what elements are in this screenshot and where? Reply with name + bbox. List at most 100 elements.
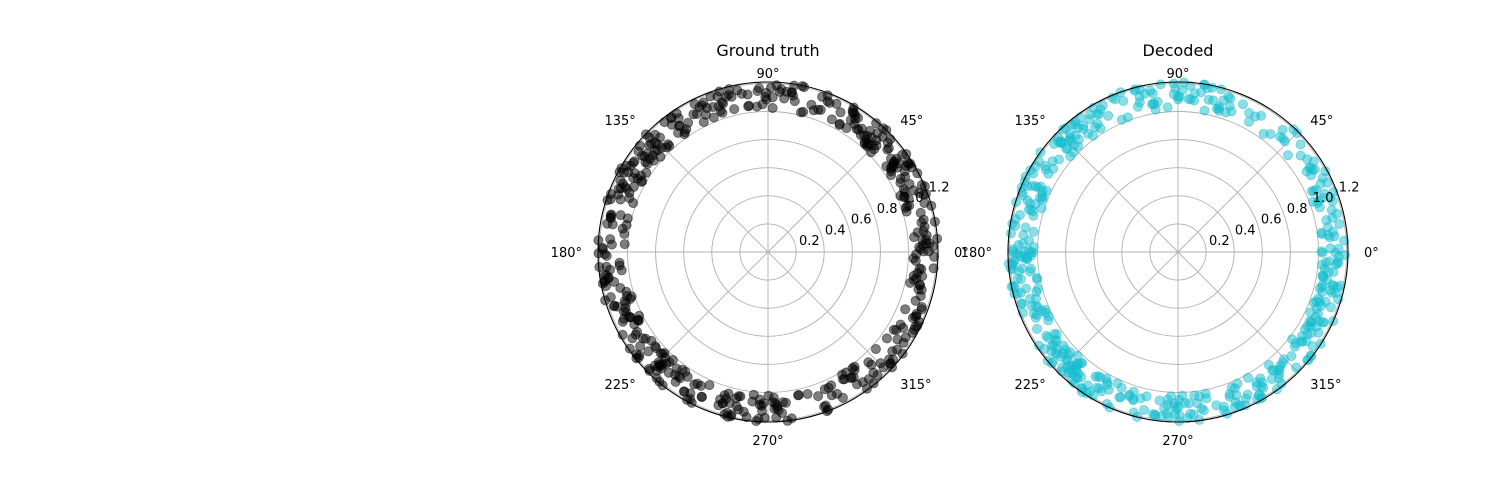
scatter-point	[664, 140, 675, 151]
polar-frame	[1007, 81, 1349, 423]
scatter-point	[1321, 215, 1332, 226]
scatter-point	[1202, 83, 1213, 94]
scatter-point	[742, 89, 753, 100]
scatter-point	[900, 304, 911, 315]
scatter-point	[697, 391, 708, 402]
radial-tick-label: 1.2	[1339, 181, 1360, 196]
radial-tick-label: 0.2	[1209, 234, 1230, 249]
scatter-point	[689, 99, 700, 110]
scatter-point	[630, 329, 641, 340]
scatter-point	[1242, 389, 1253, 400]
scatter-point	[1277, 124, 1288, 135]
radial-tick-label: 0.8	[877, 202, 898, 217]
scatter-point	[1317, 282, 1328, 293]
scatter-point	[655, 348, 666, 359]
scatter-point	[652, 145, 663, 156]
scatter-point	[752, 86, 763, 97]
scatter-point	[786, 87, 797, 98]
scatter-point	[1322, 177, 1333, 188]
scatter-point	[1211, 400, 1222, 411]
scatter-point	[1033, 182, 1044, 193]
tick-labels: 0° 45° 90° 135° 180° 225° 270° 315° 0.2 0.4 0.6 0.8…	[551, 67, 969, 449]
scatter-point	[837, 392, 848, 403]
scatter-point	[619, 296, 630, 307]
scatter-point	[1163, 411, 1174, 422]
scatter-point	[881, 333, 892, 344]
scatter-point	[1088, 130, 1099, 141]
scatter-point	[1292, 128, 1303, 139]
angle-tick-label: 45°	[1310, 114, 1333, 129]
scatter-point	[1063, 349, 1074, 360]
scatter-point	[1291, 362, 1302, 373]
scatter-point	[653, 357, 664, 368]
angle-tick-label: 225°	[1014, 378, 1045, 393]
scatter-point	[1022, 181, 1033, 192]
scatter-point	[1213, 103, 1224, 114]
scatter-point	[1218, 95, 1229, 106]
scatter-point	[1340, 249, 1351, 260]
scatter-point	[1258, 128, 1269, 139]
scatter-point	[1024, 235, 1035, 246]
scatter-point	[1302, 329, 1313, 340]
scatter-point	[1102, 377, 1113, 388]
scatter-point	[1040, 304, 1051, 315]
scatter-point	[637, 175, 648, 186]
scatter-point	[1325, 302, 1336, 313]
scatter-point	[1226, 382, 1237, 393]
scatter-point	[1289, 341, 1300, 352]
scatter-point	[1251, 381, 1262, 392]
scatter-point	[928, 263, 939, 274]
scatter-point	[898, 184, 909, 195]
scatter-point	[1273, 373, 1284, 384]
angular-gridline	[767, 251, 889, 373]
angle-tick-label: 45°	[900, 114, 923, 129]
scatter-point	[692, 109, 703, 120]
scatter-point	[634, 140, 645, 151]
scatter-point	[1041, 330, 1052, 341]
scatter-point	[1325, 285, 1336, 296]
scatter-point	[917, 235, 928, 246]
scatter-point	[695, 380, 706, 391]
scatter-point	[772, 402, 783, 413]
scatter-point	[1199, 105, 1210, 116]
scatter-point	[629, 168, 640, 179]
scatter-point	[682, 371, 693, 382]
scatter-point	[1339, 235, 1350, 246]
scatter-point	[900, 202, 911, 213]
scatter-point	[650, 341, 661, 352]
scatter-point	[1155, 79, 1166, 90]
scatter-point	[1116, 114, 1127, 125]
scatter-point	[1286, 351, 1297, 362]
angle-tick-label: 135°	[604, 114, 635, 129]
scatter-point	[1174, 410, 1185, 421]
scatter-point	[1189, 88, 1200, 99]
angle-tick-label: 0°	[954, 246, 969, 261]
scatter-point	[1331, 208, 1342, 219]
angle-tick-label: 315°	[1310, 378, 1341, 393]
scatter-point	[848, 107, 859, 118]
chart-title: Ground truth	[716, 41, 819, 60]
scatter-point	[612, 301, 623, 312]
scatter-point	[683, 117, 694, 128]
scatter-point	[916, 284, 927, 295]
scatter-point	[1051, 329, 1062, 340]
scatter-point	[853, 124, 864, 135]
scatter-point	[902, 157, 913, 168]
scatter-point	[701, 103, 712, 114]
scatter-point	[834, 118, 845, 129]
scatter-point	[1115, 392, 1126, 403]
scatter-point	[1334, 218, 1345, 229]
scatter-point	[898, 337, 909, 348]
scatter-point	[1028, 168, 1039, 179]
scatter-point	[915, 207, 926, 218]
scatter-point	[1028, 226, 1039, 237]
scatter-point	[767, 103, 778, 114]
radial-tick-label: 0.2	[799, 234, 820, 249]
scatter-point	[717, 97, 728, 108]
scatter-point	[1188, 409, 1199, 420]
scatter-point	[1094, 109, 1105, 120]
scatter-point	[679, 386, 690, 397]
scatter-point	[629, 156, 640, 167]
scatter-point	[1036, 203, 1047, 214]
scatter-point	[1037, 194, 1048, 205]
